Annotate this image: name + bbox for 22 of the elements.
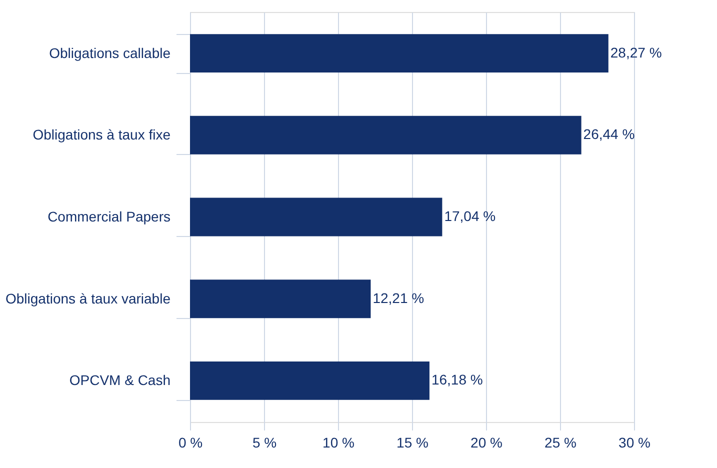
x-tick-label: 25 % xyxy=(544,434,576,450)
data-label: 17,04 % xyxy=(444,208,496,224)
bar xyxy=(190,361,430,400)
x-tick-label: 20 % xyxy=(470,434,502,450)
bar xyxy=(190,116,582,154)
y-tick-label: Commercial Papers xyxy=(48,208,170,224)
bar xyxy=(190,34,608,73)
y-tick-label: Obligations callable xyxy=(49,44,171,61)
data-label: 26,44 % xyxy=(583,126,635,142)
x-tick-label: 15 % xyxy=(396,434,428,450)
bar xyxy=(190,198,442,236)
data-label: 28,27 % xyxy=(610,44,662,60)
y-tick-label: Obligations à taux variable xyxy=(6,290,171,306)
x-tick-label: 0 % xyxy=(178,434,203,450)
bar xyxy=(190,280,371,318)
y-tick-label: Obligations à taux fixe xyxy=(32,126,171,143)
data-label: 16,18 % xyxy=(431,372,483,388)
y-tick-label: OPCVM & Cash xyxy=(69,372,170,388)
x-tick-label: 10 % xyxy=(322,434,354,450)
data-label: 12,21 % xyxy=(372,290,424,306)
x-tick-label: 5 % xyxy=(252,434,277,450)
x-tick-label: 30 % xyxy=(618,434,650,450)
